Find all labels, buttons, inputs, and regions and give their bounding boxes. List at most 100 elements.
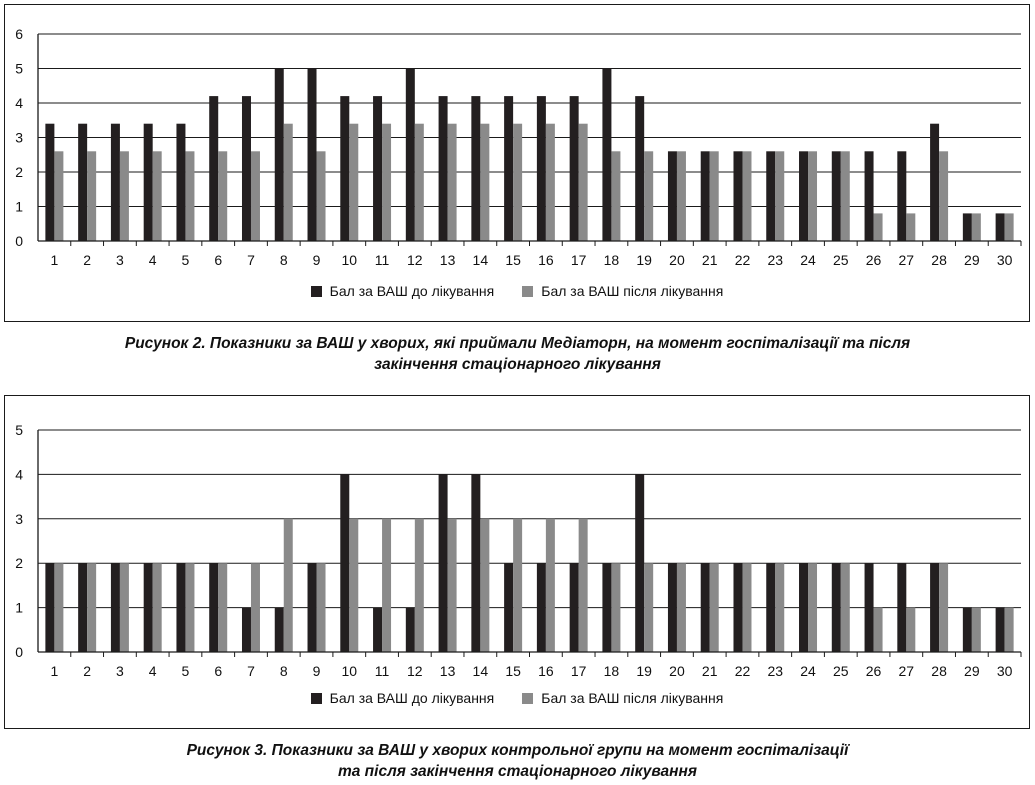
bar-after: [447, 123, 457, 241]
caption-line-2: та після закінчення стаціонарного лікува…: [337, 763, 698, 780]
bar-after: [1004, 607, 1014, 652]
bar-after: [1004, 213, 1014, 241]
x-tick-label: 19: [636, 663, 652, 679]
x-tick-label: 2: [83, 663, 91, 679]
bar-after: [775, 563, 785, 652]
bar-after: [119, 563, 129, 652]
bar-before: [241, 96, 251, 241]
caption-line-1: Рисунок 2. Показники за ВАШ у хворих, як…: [124, 335, 911, 352]
bar-after: [578, 123, 588, 241]
bar-after: [971, 607, 981, 652]
x-tick-label: 27: [899, 252, 915, 268]
legend-item-after: Бал за ВАШ після лікування: [522, 283, 723, 299]
x-tick-label: 20: [669, 663, 685, 679]
chart-panel-2: 0 1 2 3 4 5 1 2 3 4 5 6 7 8 9 10 11 12 13 14 15 16 17 18 19 20 21 2…: [4, 395, 1030, 729]
bar-before: [962, 607, 972, 652]
bar-after: [349, 518, 359, 652]
bar-before: [536, 563, 546, 652]
bar-after: [611, 563, 621, 652]
bar-before: [635, 474, 645, 652]
y-tick-label: 0: [15, 644, 23, 660]
legend-2: Бал за ВАШ до лікування Бал за ВАШ після…: [5, 690, 1029, 706]
bar-after: [250, 563, 260, 652]
x-tick-label: 21: [702, 252, 718, 268]
x-tick-label: 4: [149, 252, 157, 268]
bar-after: [250, 151, 260, 241]
bar-before: [831, 151, 841, 241]
x-tick-label: 3: [116, 663, 124, 679]
legend-item-after: Бал за ВАШ після лікування: [522, 690, 723, 706]
x-tick-label: 13: [440, 663, 456, 679]
bar-before: [373, 607, 383, 652]
bar-after: [54, 563, 64, 652]
bar-after: [87, 563, 97, 652]
y-tick-label: 3: [15, 130, 23, 146]
bar-before: [799, 563, 809, 652]
bar-after: [709, 151, 719, 241]
bar-before: [635, 96, 645, 241]
bar-before: [274, 607, 284, 652]
bar-after: [611, 151, 621, 241]
bar-after: [513, 123, 523, 241]
bar-after: [840, 563, 850, 652]
x-tick-label: 4: [149, 663, 157, 679]
legend-label-after: Бал за ВАШ після лікування: [541, 690, 724, 706]
caption-line-2: закінчення стаціонарного лікування: [374, 356, 661, 373]
bar-before: [471, 96, 481, 241]
bar-after: [513, 518, 523, 652]
x-tick-label: 16: [538, 663, 554, 679]
bar-before: [143, 123, 153, 241]
bar-after: [349, 123, 359, 241]
legend-label-before: Бал за ВАШ до лікування: [329, 690, 495, 706]
legend-item-before: Бал за ВАШ до лікування: [310, 283, 494, 299]
x-tick-label: 17: [571, 663, 587, 679]
x-tick-label: 26: [866, 663, 882, 679]
x-tick-label: 16: [538, 252, 554, 268]
bar-before: [45, 123, 55, 241]
bar-after: [971, 213, 981, 241]
bar-after: [218, 151, 228, 241]
bar-before: [733, 151, 743, 241]
bar-before: [307, 563, 317, 652]
bar-before: [504, 96, 514, 241]
x-tick-label: 10: [341, 663, 357, 679]
x-tick-label: 21: [702, 663, 718, 679]
y-tick-label: 2: [15, 555, 23, 571]
bar-before: [471, 474, 481, 652]
bar-before: [930, 123, 940, 241]
bar-before: [78, 563, 88, 652]
bar-before: [799, 151, 809, 241]
figure-caption-2: Рисунок 2. Показники за ВАШ у хворих, як…: [0, 333, 1035, 375]
x-tick-label: 6: [214, 663, 222, 679]
bar-before: [962, 213, 972, 241]
bar-before: [110, 123, 120, 241]
bar-before: [209, 96, 219, 241]
legend-label-after: Бал за ВАШ після лікування: [541, 283, 724, 299]
bar-before: [405, 68, 415, 241]
x-tick-label: 12: [407, 663, 423, 679]
bar-after: [414, 123, 424, 241]
bar-before: [504, 563, 514, 652]
bar-after: [382, 123, 392, 241]
bar-after: [152, 563, 162, 652]
bar-after: [283, 123, 293, 241]
bar-after: [119, 151, 129, 241]
bar-before: [897, 151, 907, 241]
x-tick-label: 20: [669, 252, 685, 268]
bar-before: [209, 563, 219, 652]
legend-swatch-after: [522, 285, 534, 297]
bar-after: [939, 151, 949, 241]
bar-after: [152, 151, 162, 241]
x-tick-label: 26: [866, 252, 882, 268]
x-tick-label: 17: [571, 252, 587, 268]
x-tick-label: 15: [505, 252, 521, 268]
x-tick-label: 11: [375, 663, 390, 679]
bar-after: [644, 151, 654, 241]
bar-before: [667, 563, 677, 652]
bar-before: [241, 607, 251, 652]
bar-after: [676, 563, 686, 652]
bar-before: [438, 474, 448, 652]
bar-after: [185, 563, 195, 652]
